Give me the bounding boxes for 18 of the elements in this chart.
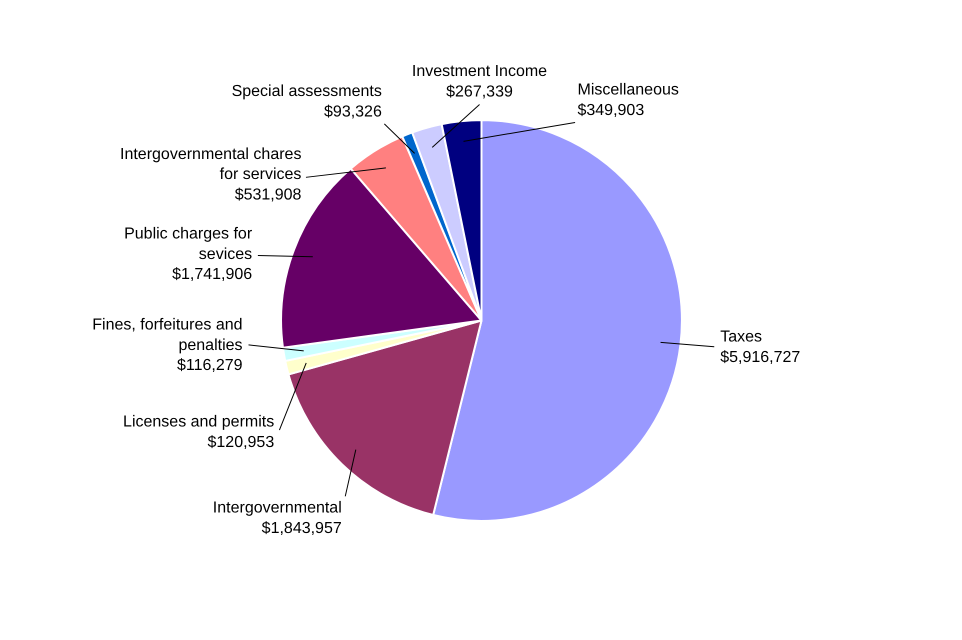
data-label: $120,953 (207, 434, 274, 451)
slice-label: Intergovernmental (212, 500, 342, 517)
slice-label: Licenses and permits (123, 413, 274, 430)
slice-label: Fines, forfeitures and penalties (92, 316, 243, 354)
data-label: $531,908 (234, 186, 302, 204)
slice-label: Miscellaneous (577, 81, 679, 98)
data-label: $349,903 (577, 102, 644, 119)
data-label: $5,916,727 (720, 348, 800, 366)
data-label: $93,326 (324, 103, 382, 120)
slice-label: Special assessments (232, 82, 382, 100)
data-label: $267,339 (446, 84, 513, 101)
data-label: $116,279 (176, 357, 243, 374)
slice-label: Intergovernmental chares for services (120, 146, 302, 184)
slice-label: Taxes (720, 328, 762, 346)
data-label: $1,741,906 (172, 266, 252, 284)
slice-label: Public charges for sevices (124, 225, 253, 263)
slice-label: Investment Income (412, 63, 548, 80)
data-label: $1,843,957 (262, 520, 342, 537)
